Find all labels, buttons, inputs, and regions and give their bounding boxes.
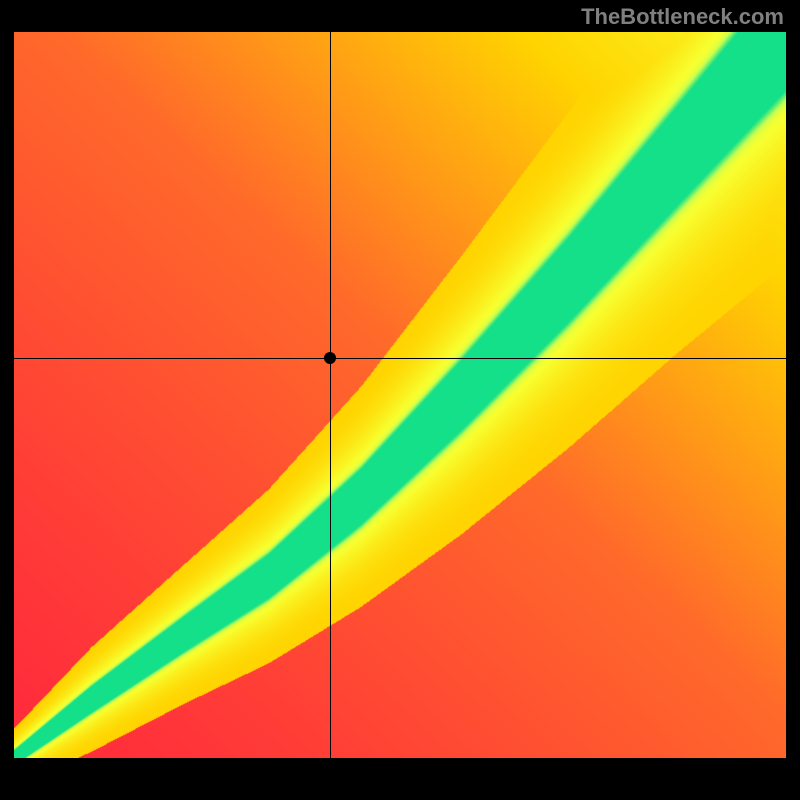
chart-container: TheBottleneck.com (0, 0, 800, 800)
plot-area-wrap (0, 32, 800, 800)
heatmap-canvas (14, 32, 786, 758)
attribution-text: TheBottleneck.com (0, 0, 800, 32)
heatmap-plot (14, 32, 786, 758)
